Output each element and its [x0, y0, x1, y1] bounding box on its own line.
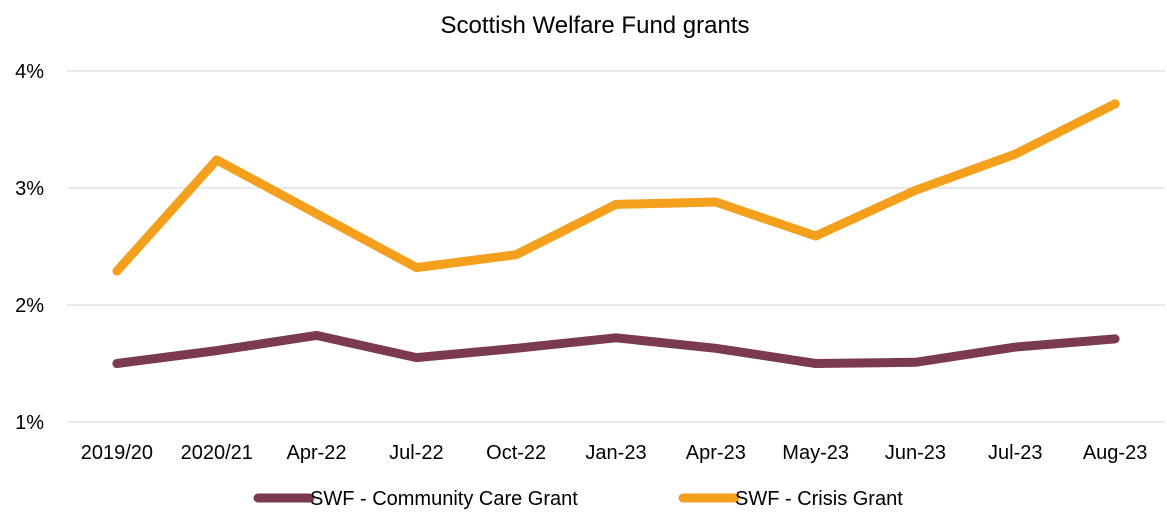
data-point [415, 357, 417, 359]
series-lines [112, 99, 1120, 368]
x-axis-tick-labels: 2019/20 2020/21 Apr-22 Jul-22 Oct-22 Jan-23 Ap… [81, 442, 1148, 464]
data-point [316, 213, 318, 215]
data-point [615, 203, 617, 205]
legend-label: SWF - Community Care Grant [310, 488, 578, 510]
data-point [1014, 153, 1016, 155]
y-axis-tick-labels: 1% 2% 3% 4% [15, 61, 44, 434]
x-tick-label: May-23 [782, 442, 849, 464]
x-tick-label: Apr-23 [686, 442, 746, 464]
data-point [615, 337, 617, 339]
data-point [715, 201, 717, 203]
data-point [116, 363, 118, 364]
x-tick-label: Jul-22 [389, 442, 443, 464]
gridlines [67, 70, 1165, 423]
data-point [216, 350, 218, 352]
data-point [1114, 338, 1116, 340]
data-point [415, 267, 417, 269]
data-point [216, 159, 218, 161]
series-line-community-care-grant [112, 330, 1120, 368]
y-tick-label: 3% [15, 178, 44, 200]
data-point [1114, 103, 1116, 105]
legend-label: SWF - Crisis Grant [735, 488, 903, 510]
data-point [515, 347, 517, 349]
data-point [914, 361, 916, 363]
y-tick-label: 4% [15, 61, 44, 83]
data-point [1014, 346, 1016, 348]
y-tick-label: 1% [15, 412, 44, 434]
data-point [515, 254, 517, 256]
y-tick-label: 2% [15, 295, 44, 317]
legend: SWF - Community Care Grant SWF - Crisis G… [253, 488, 903, 510]
data-point [815, 363, 817, 364]
x-tick-label: Jan-23 [585, 442, 646, 464]
chart-title: Scottish Welfare Fund grants [440, 12, 749, 39]
data-point [914, 189, 916, 191]
x-tick-label: Jul-23 [988, 442, 1042, 464]
x-tick-label: Apr-22 [287, 442, 347, 464]
data-point [116, 270, 118, 272]
x-tick-label: 2020/21 [181, 442, 253, 464]
data-point [715, 347, 717, 349]
x-tick-label: Oct-22 [486, 442, 546, 464]
data-point [316, 334, 318, 336]
x-tick-label: Aug-23 [1083, 442, 1148, 464]
data-point [815, 235, 817, 237]
x-tick-label: Jun-23 [885, 442, 946, 464]
x-tick-label: 2019/20 [81, 442, 153, 464]
